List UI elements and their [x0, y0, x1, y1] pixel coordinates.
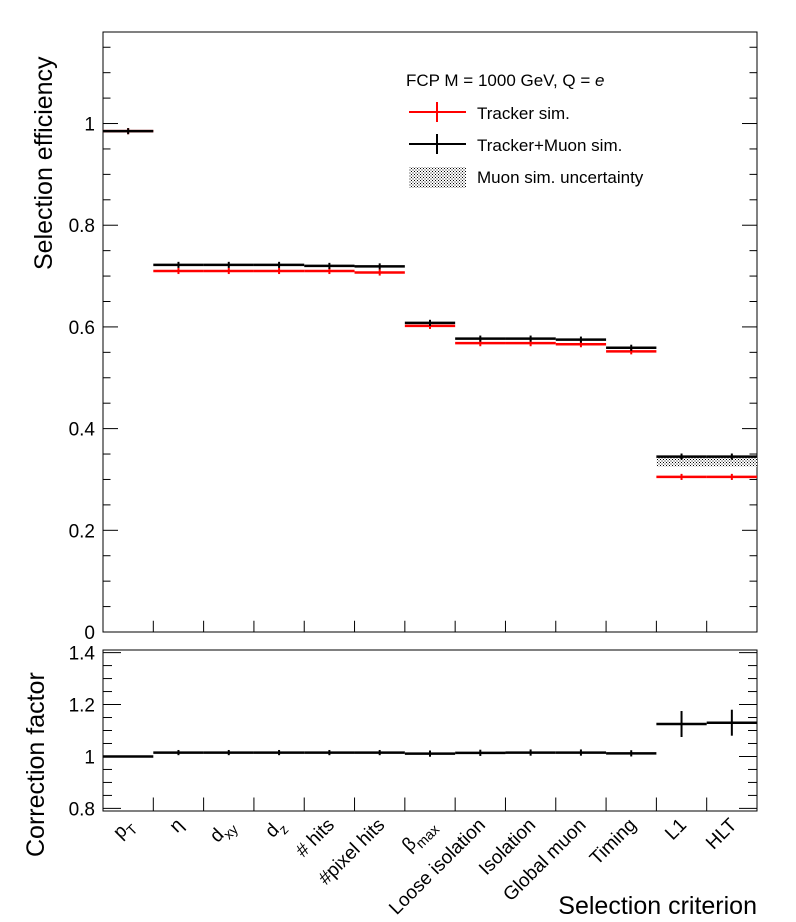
x-tick-label: Timing [586, 815, 641, 870]
x-tick-label: L1 [661, 815, 691, 845]
uncertainty-band [656, 456, 707, 467]
x-tick-label: pT [109, 814, 141, 846]
efficiency-panel: 0 0.2 0.4 0.6 0.8 1 [69, 31, 758, 644]
y-tick-label: 0.6 [69, 318, 95, 339]
y-tick-label: 1.2 [69, 696, 95, 717]
uncertainty-band [706, 456, 757, 467]
legend-header: FCP M = 1000 GeV, Q = e [406, 71, 604, 90]
plot-frame [102, 649, 758, 812]
legend: FCP M = 1000 GeV, Q = e Tracker sim. Track… [406, 71, 644, 188]
x-tick-label: dz [261, 815, 291, 845]
y-tick-label: 0.8 [69, 799, 95, 820]
x-tick-label: # hits [292, 815, 339, 862]
y-axis-title-correction: Correction factor [22, 672, 50, 857]
legend-entry: Tracker sim. [477, 104, 570, 123]
y-tick-label: 1 [84, 115, 95, 136]
legend-entry: Tracker+Muon sim. [477, 136, 622, 155]
y-tick-label: 0.2 [69, 521, 95, 542]
y-tick-label: 0.8 [69, 216, 95, 237]
y-tick-label: 1.4 [69, 644, 96, 665]
x-axis-title: Selection criterion [558, 892, 757, 920]
legend-band-swatch [409, 167, 466, 188]
legend-entry: Muon sim. uncertainty [477, 168, 644, 187]
x-tick-label: dxy [206, 815, 241, 850]
y-tick-label: 0.4 [69, 420, 96, 441]
ratio-panel: 0.811.21.4pT η dxy dz # hits#pixel hits βmaxL… [69, 644, 758, 919]
y-tick-label: 1 [84, 747, 95, 768]
x-tick-label: HLT [702, 814, 742, 854]
y-axis-title-efficiency: Selection efficiency [30, 56, 58, 270]
x-tick-label: βmax [398, 815, 442, 859]
x-tick-label: η [166, 815, 188, 837]
plot-frame [102, 31, 758, 633]
y-tick-label: 0 [84, 623, 95, 644]
